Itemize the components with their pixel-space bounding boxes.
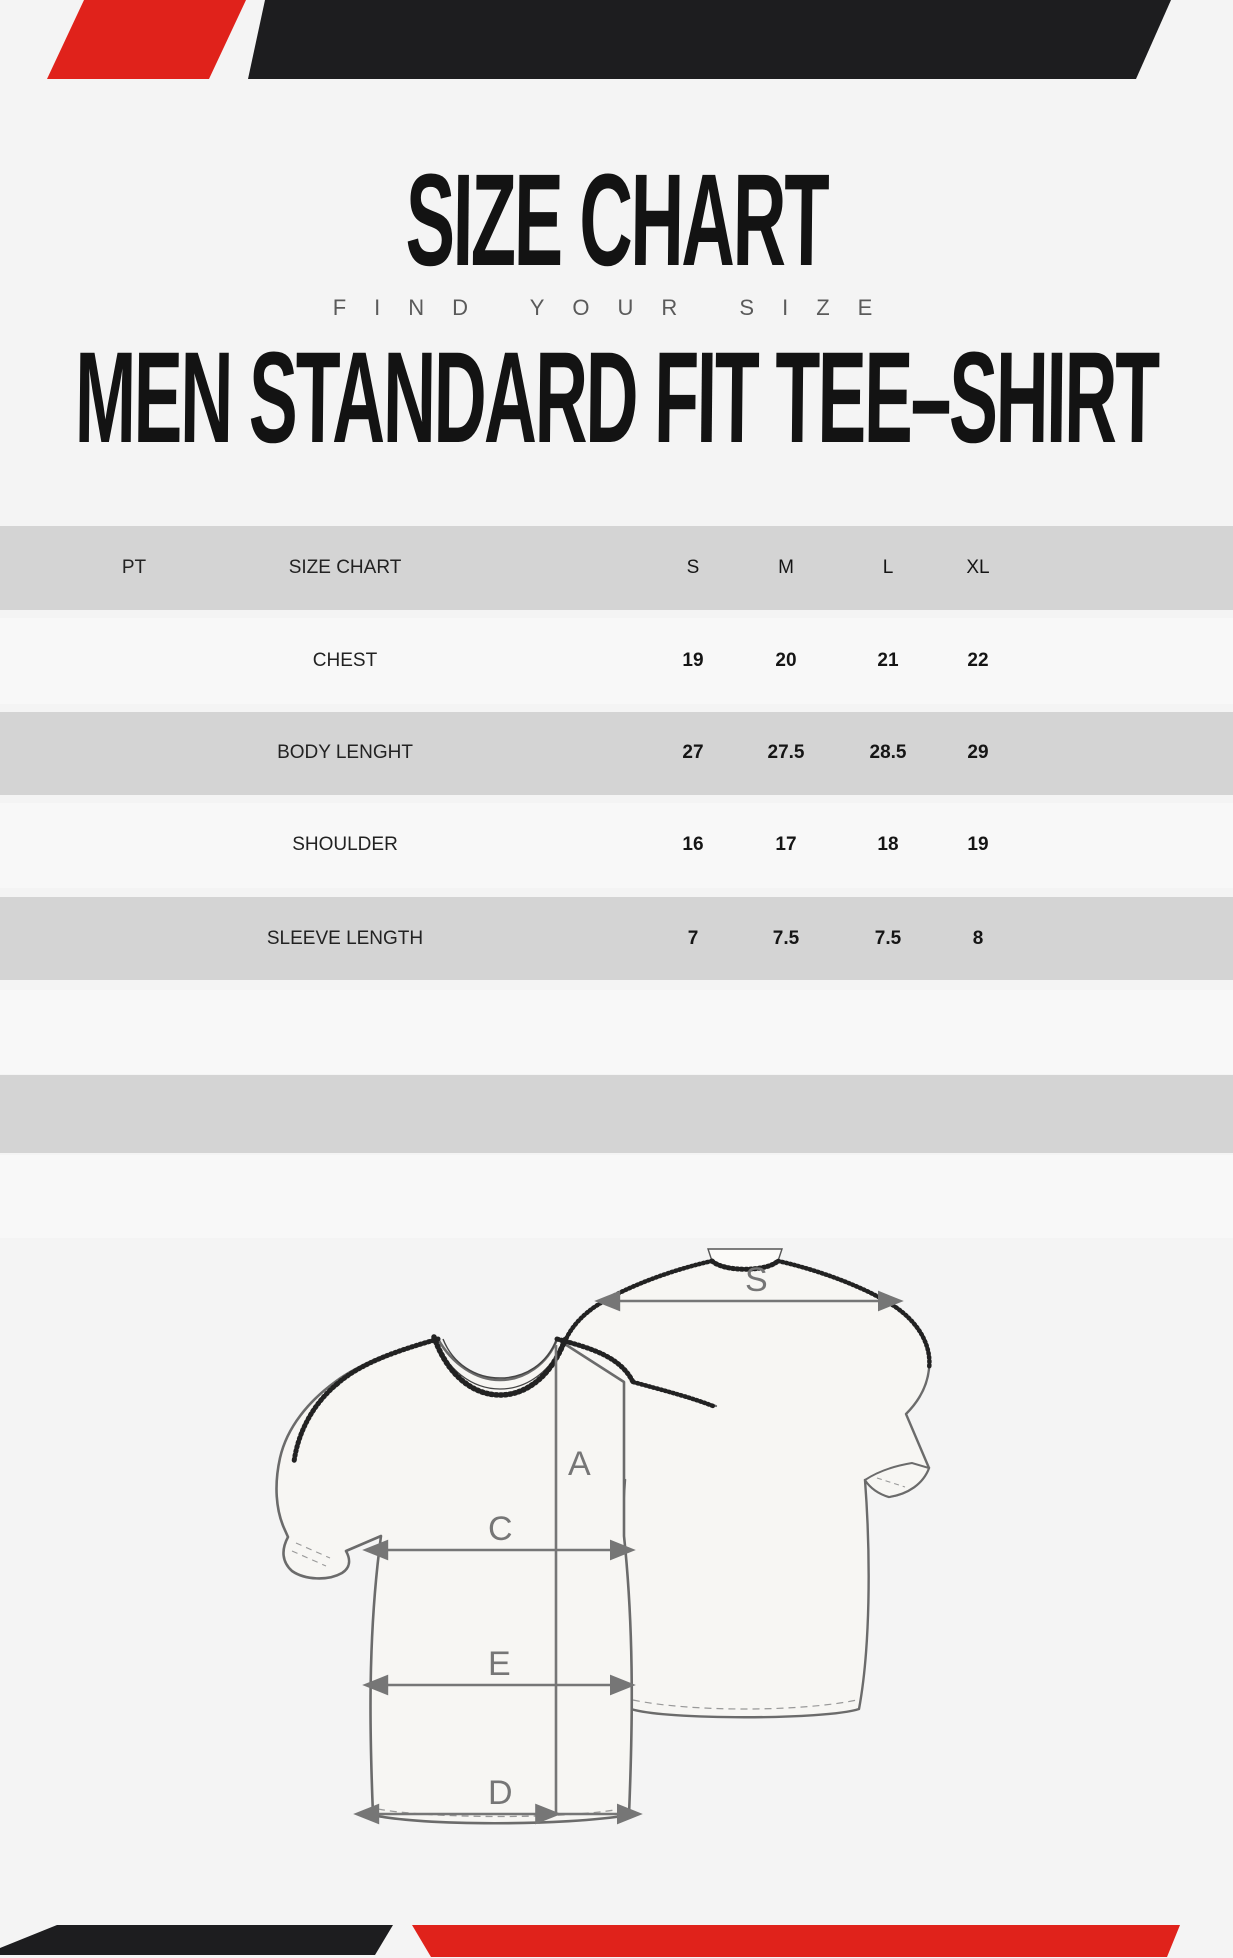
svg-text:S: S	[745, 1261, 768, 1299]
svg-text:A: A	[568, 1445, 591, 1483]
svg-text:C: C	[488, 1510, 513, 1548]
svg-text:D: D	[488, 1774, 513, 1812]
svg-text:E: E	[488, 1645, 511, 1683]
